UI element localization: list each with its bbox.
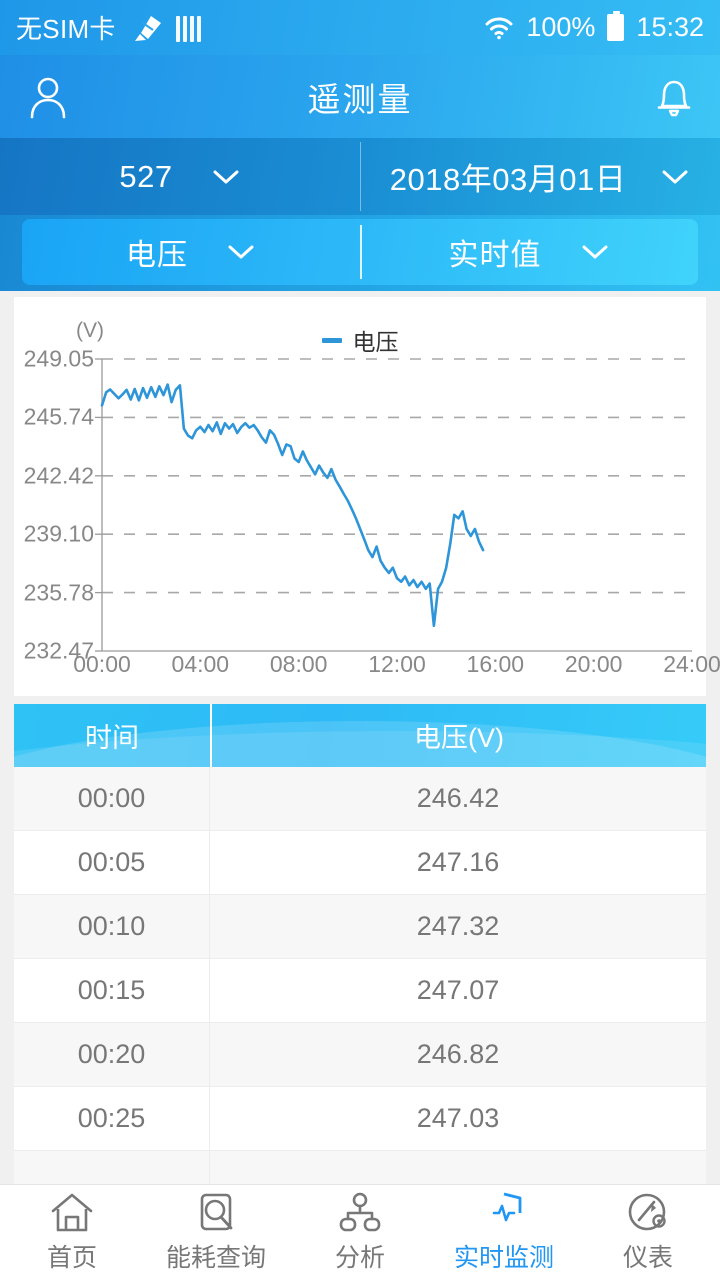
table-body: 00:00 246.42 00:05 247.16 00:10 247.32 00:15 24… bbox=[14, 767, 706, 1184]
cell-voltage: 246.82 bbox=[416, 1039, 500, 1069]
tab-label: 仪表 bbox=[622, 1244, 673, 1272]
chevron-down-icon bbox=[660, 168, 690, 186]
tab-label: 分析 bbox=[334, 1244, 385, 1272]
value-type-selector-label: 实时值 bbox=[448, 239, 542, 272]
chevron-down-icon bbox=[211, 168, 241, 186]
cell-time: 00:20 bbox=[14, 1023, 210, 1086]
tab-label: 实时监测 bbox=[453, 1244, 554, 1272]
x-axis-tick-label: 04:00 bbox=[171, 651, 230, 677]
x-axis-tick-label: 20:00 bbox=[564, 651, 623, 677]
battery-percent-label: 100% bbox=[526, 12, 596, 42]
x-axis-tick-label: 08:00 bbox=[269, 651, 328, 677]
voltage-data-table: 时间 电压(V) 00:00 246.42 00:05 247.16 00:10 247.… bbox=[14, 704, 706, 1184]
tab-gauge-meter[interactable]: 仪表 bbox=[576, 1191, 720, 1274]
gauge-meter-icon bbox=[625, 1191, 671, 1235]
cell-voltage bbox=[210, 1151, 706, 1184]
table-header-row: 时间 电压(V) bbox=[14, 704, 706, 767]
wifi-icon bbox=[484, 16, 514, 40]
tab-shield-pulse[interactable]: 实时监测 bbox=[432, 1191, 576, 1274]
x-axis-tick-label: 16:00 bbox=[466, 651, 525, 677]
carrier-label: 无SIM卡 bbox=[16, 14, 116, 44]
y-axis-tick-labels: 232.47 235.78 239.10 242.42 245.74 249.05 bbox=[14, 297, 102, 696]
y-axis-tick-label: 245.74 bbox=[23, 403, 94, 430]
table-row[interactable]: 00:15 247.07 bbox=[14, 959, 706, 1023]
cell-time bbox=[14, 1151, 210, 1184]
app-bar: 遥测量 bbox=[0, 55, 720, 138]
cell-voltage: 247.16 bbox=[416, 847, 500, 877]
y-axis-tick-label: 242.42 bbox=[23, 462, 94, 489]
table-row[interactable]: 00:25 247.03 bbox=[14, 1087, 706, 1151]
x-axis-tick-label: 24:00 bbox=[663, 651, 720, 677]
device-selector-label: 527 bbox=[119, 158, 173, 194]
status-bar: 无SIM卡 100% 15:32 bbox=[0, 0, 720, 55]
voltage-chart-card: (V) 电压 232.47 235.78 239.10 242.42 245.74 249… bbox=[14, 297, 720, 696]
notification-bell-icon[interactable] bbox=[652, 73, 696, 121]
chevron-down-icon bbox=[580, 243, 610, 261]
y-axis-unit-label: (V) bbox=[76, 319, 104, 342]
filter-row-secondary: 电压 实时值 bbox=[0, 215, 720, 291]
cell-time: 00:25 bbox=[14, 1087, 210, 1150]
filter-row-primary: 527 2018年03月01日 bbox=[0, 138, 720, 215]
table-row[interactable]: 00:00 246.42 bbox=[14, 767, 706, 831]
content-area: (V) 电压 232.47 235.78 239.10 242.42 245.74 249… bbox=[0, 291, 720, 1184]
chart-plot-area[interactable] bbox=[14, 297, 706, 696]
bottom-navigation-bar: 首页 能耗查询 分析 实时监测 仪表 bbox=[0, 1184, 720, 1280]
analysis-tree-icon bbox=[337, 1191, 383, 1235]
user-profile-icon[interactable] bbox=[24, 73, 72, 121]
date-selector[interactable]: 2018年03月01日 bbox=[360, 138, 720, 215]
table-row[interactable]: 00:05 247.16 bbox=[14, 831, 706, 895]
tab-home[interactable]: 首页 bbox=[0, 1191, 144, 1274]
chevron-down-icon bbox=[226, 243, 256, 261]
y-axis-tick-label: 235.78 bbox=[23, 579, 94, 606]
shield-pulse-icon bbox=[481, 1191, 527, 1235]
clock-label: 15:32 bbox=[636, 12, 704, 42]
page-title: 遥测量 bbox=[307, 80, 413, 118]
cell-voltage: 246.42 bbox=[416, 783, 500, 813]
status-bar-right: 100% 15:32 bbox=[484, 11, 704, 43]
metric-selector-label: 电压 bbox=[126, 239, 188, 272]
tab-energy-search[interactable]: 能耗查询 bbox=[144, 1191, 288, 1274]
cell-voltage: 247.07 bbox=[416, 975, 500, 1005]
tab-analysis-tree[interactable]: 分析 bbox=[288, 1191, 432, 1274]
y-axis-tick-label: 232.47 bbox=[23, 637, 94, 664]
column-header-voltage: 电压(V) bbox=[210, 704, 706, 767]
x-axis-tick-label: 12:00 bbox=[368, 651, 426, 677]
status-bar-left: 无SIM卡 bbox=[16, 9, 206, 46]
column-header-time: 时间 bbox=[85, 723, 139, 753]
cell-time: 00:10 bbox=[14, 895, 210, 958]
home-icon bbox=[49, 1191, 95, 1235]
value-type-selector[interactable]: 实时值 bbox=[360, 219, 698, 285]
table-row-partial[interactable] bbox=[14, 1151, 706, 1184]
cell-time: 00:15 bbox=[14, 959, 210, 1022]
energy-search-icon bbox=[193, 1191, 239, 1235]
x-axis-tick-labels: 00:00 04:00 08:00 12:00 16:00 20:00 24:00 bbox=[14, 651, 720, 685]
signal-bars-icon bbox=[175, 14, 206, 42]
tab-label: 首页 bbox=[46, 1244, 97, 1272]
table-row[interactable]: 00:10 247.32 bbox=[14, 895, 706, 959]
battery-full-icon bbox=[607, 11, 625, 41]
brush-icon bbox=[129, 14, 163, 42]
table-row[interactable]: 00:20 246.82 bbox=[14, 1023, 706, 1087]
date-selector-label: 2018年03月01日 bbox=[389, 162, 627, 197]
metric-selector[interactable]: 电压 bbox=[22, 219, 360, 285]
cell-time: 00:05 bbox=[14, 831, 210, 894]
y-axis-tick-label: 249.05 bbox=[23, 345, 94, 372]
cell-time: 00:00 bbox=[14, 767, 210, 830]
tab-label: 能耗查询 bbox=[165, 1244, 266, 1272]
cell-voltage: 247.03 bbox=[416, 1103, 500, 1133]
x-axis-tick-label: 00:00 bbox=[73, 651, 131, 677]
device-selector[interactable]: 527 bbox=[0, 138, 360, 215]
cell-voltage: 247.32 bbox=[416, 911, 500, 941]
y-axis-tick-label: 239.10 bbox=[23, 520, 94, 547]
